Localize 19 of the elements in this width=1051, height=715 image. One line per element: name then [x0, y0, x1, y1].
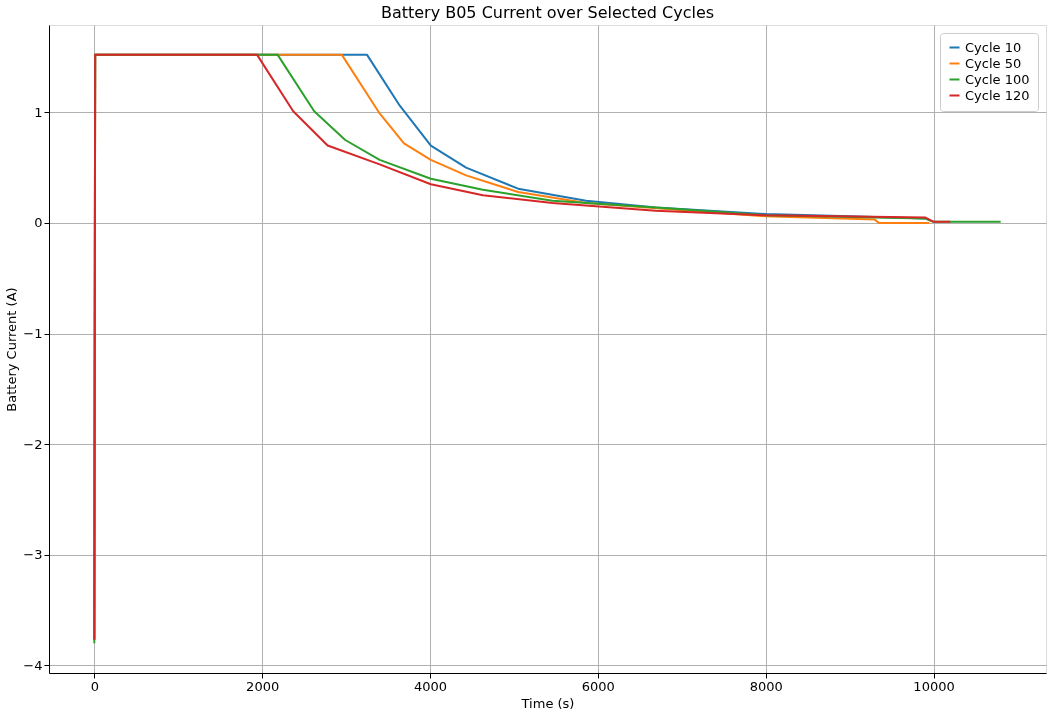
x-tick-label: 6000	[581, 678, 615, 694]
y-tick-label: −4	[23, 657, 43, 673]
x-axis-title: Time (s)	[520, 695, 575, 711]
legend-label: Cycle 10	[965, 39, 1022, 55]
y-tick-label: 1	[34, 104, 43, 120]
x-tick-label: 8000	[749, 678, 783, 694]
x-tick-label: 10000	[913, 678, 955, 694]
x-tick-label: 4000	[413, 678, 448, 694]
y-tick-label: −3	[23, 547, 43, 563]
legend-label: Cycle 120	[965, 87, 1030, 103]
legend-label: Cycle 100	[965, 71, 1030, 87]
x-tick-label: 0	[90, 678, 99, 694]
y-tick-label: −1	[23, 326, 43, 342]
chart-title: Battery B05 Current over Selected Cycles	[380, 3, 715, 22]
legend-label: Cycle 50	[965, 55, 1022, 71]
y-axis-title: Battery Current (A)	[4, 287, 20, 412]
y-tick-label: −2	[23, 436, 43, 452]
x-tick-label: 2000	[246, 678, 280, 694]
y-tick-label: 0	[34, 215, 43, 231]
